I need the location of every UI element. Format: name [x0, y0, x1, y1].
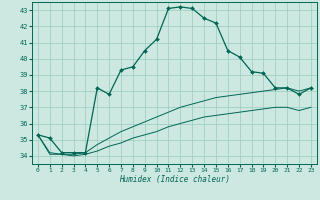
X-axis label: Humidex (Indice chaleur): Humidex (Indice chaleur): [119, 175, 230, 184]
